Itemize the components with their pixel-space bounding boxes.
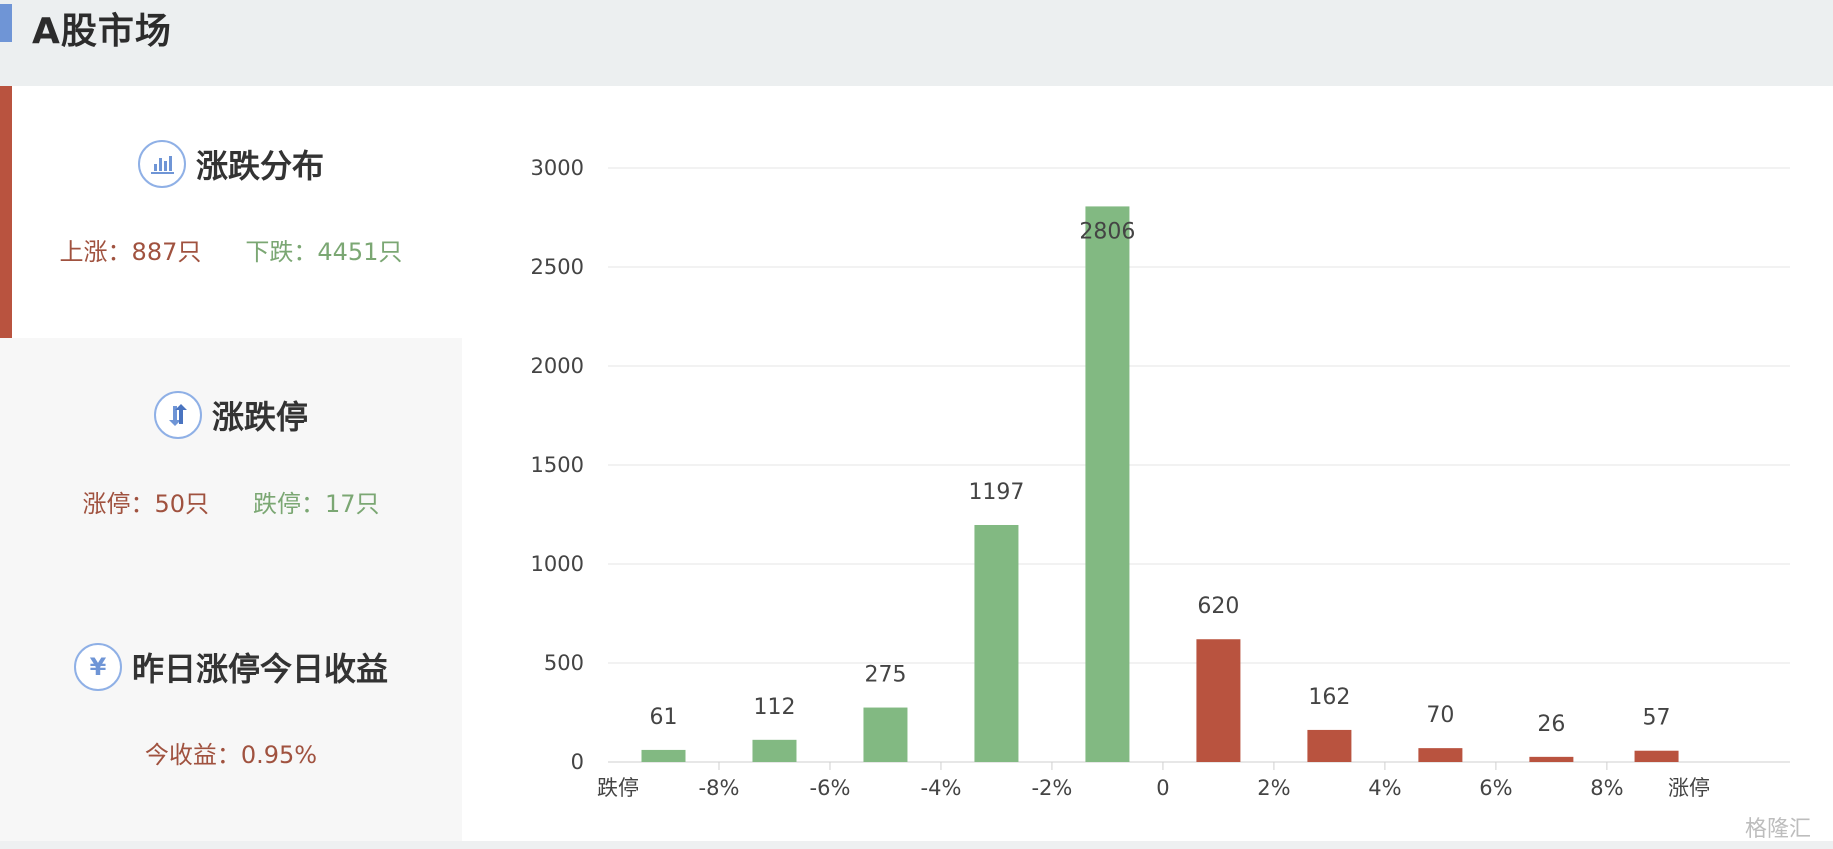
x-tick-label: 跌停: [597, 776, 639, 800]
bar-value-label: 162: [1308, 685, 1350, 710]
bar[interactable]: [1307, 729, 1352, 762]
card-title: 昨日涨停今日收益: [131, 650, 388, 688]
market-panel: 涨跌分布 上涨：887只 下跌：4451只 涨跌停: [0, 86, 1833, 841]
limit-down-count: 跌停：17只: [253, 490, 380, 518]
bar[interactable]: [863, 707, 908, 762]
chart-svg: 0 500 1000 1500 2000 2500 3000 跌停 -8% -6% -4% -2% 0 2…: [531, 156, 1790, 800]
x-tick-label: 2%: [1257, 776, 1290, 800]
bar-value-label: 2806: [1079, 219, 1135, 244]
bar-value-label: 57: [1643, 706, 1671, 731]
x-tick-label: -2%: [1031, 776, 1072, 800]
x-tick-label: 6%: [1479, 776, 1512, 800]
x-tick-label: -8%: [699, 776, 740, 800]
card-distribution[interactable]: 涨跌分布 上涨：887只 下跌：4451只: [0, 86, 462, 338]
bar[interactable]: [1634, 750, 1679, 762]
today-gain: 今收益：0.95%: [144, 741, 318, 769]
card-title: 涨跌分布: [195, 147, 324, 185]
card-distribution-head: 涨跌分布: [0, 140, 462, 188]
bar-value-label: 70: [1426, 703, 1454, 728]
x-tick-label: -6%: [810, 776, 851, 800]
card-yesterday-head: ¥ 昨日涨停今日收益: [0, 643, 462, 691]
y-tick-label: 2000: [531, 354, 584, 378]
section-header: A股市场: [0, 0, 1833, 86]
active-indicator: [0, 86, 12, 338]
bar[interactable]: [974, 524, 1019, 762]
down-count: 下跌：4451只: [245, 238, 403, 266]
x-tick-label: 涨停: [1668, 776, 1710, 800]
y-tick-label: 1500: [531, 453, 584, 477]
bar[interactable]: [1085, 206, 1130, 763]
bar-value-label: 112: [753, 695, 795, 720]
header-accent-bar: [0, 4, 12, 42]
distribution-stats: 上涨：887只 下跌：4451只: [0, 232, 462, 267]
bar-value-label: 26: [1537, 712, 1565, 737]
x-tick-label: -4%: [921, 776, 962, 800]
x-tick-label: 4%: [1368, 776, 1401, 800]
y-tick-label: 1000: [531, 552, 584, 576]
yen-icon: ¥: [73, 643, 122, 691]
card-limit-head: 涨跌停: [0, 391, 462, 439]
bar[interactable]: [1196, 639, 1241, 762]
watermark: 格隆汇: [1744, 817, 1811, 842]
bar-chart-icon: [137, 140, 186, 188]
yesterday-stats: 今收益：0.95%: [0, 735, 462, 770]
y-tick-label: 0: [571, 750, 584, 774]
bar-value-label: 1197: [968, 480, 1024, 505]
up-down-arrows-icon: [153, 391, 202, 439]
y-tick-label: 500: [544, 651, 584, 675]
x-tick-label: 8%: [1590, 776, 1623, 800]
bar-value-label: 275: [864, 663, 906, 688]
up-count: 上涨：887只: [59, 238, 202, 266]
bar[interactable]: [1529, 756, 1574, 762]
limit-up-count: 涨停：50只: [82, 490, 209, 518]
card-yesterday[interactable]: ¥ 昨日涨停今日收益 今收益：0.95%: [0, 589, 462, 841]
distribution-chart: 0 500 1000 1500 2000 2500 3000 跌停 -8% -6% -4% -2% 0 2…: [470, 86, 1833, 841]
bar[interactable]: [752, 739, 797, 762]
x-tick-label: 0: [1156, 776, 1169, 800]
yen-symbol: ¥: [89, 653, 107, 681]
bar[interactable]: [641, 749, 686, 762]
page-title: A股市场: [32, 11, 172, 52]
footer-strip: [0, 841, 1833, 849]
card-limit[interactable]: 涨跌停 涨停：50只 跌停：17只: [0, 338, 462, 589]
bar-value-label: 620: [1197, 594, 1239, 619]
limit-stats: 涨停：50只 跌停：17只: [0, 484, 462, 519]
bar[interactable]: [1418, 748, 1463, 762]
y-tick-label: 3000: [531, 156, 584, 180]
stats-sidebar: 涨跌分布 上涨：887只 下跌：4451只 涨跌停: [0, 86, 462, 841]
y-tick-label: 2500: [531, 255, 584, 279]
card-title: 涨跌停: [211, 398, 308, 436]
bar-value-label: 61: [649, 705, 677, 730]
